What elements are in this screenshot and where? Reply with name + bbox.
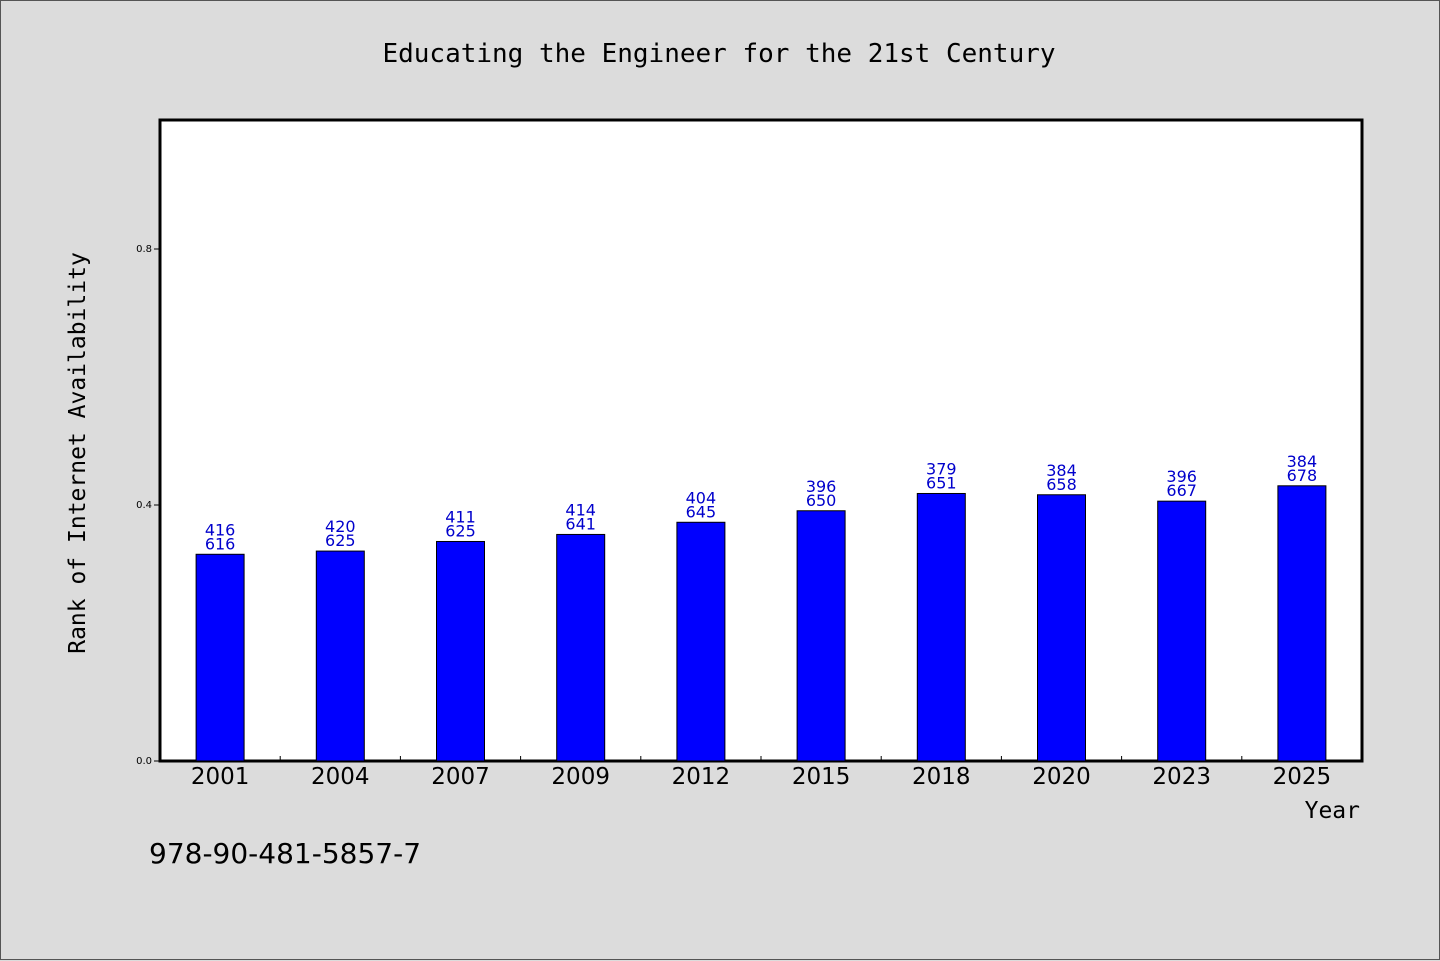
bars-group [195, 485, 1327, 762]
data-label-top: 396 [806, 477, 837, 496]
data-label-bottom: 658 [1046, 475, 1077, 494]
y-tick-label: 0.8 [136, 244, 152, 255]
data-labels-group: 4166164206254116254146414046453966503796… [205, 452, 1317, 553]
data-label-bottom: 651 [926, 473, 957, 492]
bar [195, 553, 245, 762]
x-tick-label: 2009 [551, 764, 610, 790]
y-axis-label: Rank of Internet Availability [65, 252, 91, 654]
data-label-bottom: 650 [806, 491, 837, 510]
bar [796, 510, 846, 762]
x-axis-label: Year [1305, 798, 1360, 824]
data-label-bottom: 625 [325, 531, 356, 550]
bar [315, 550, 365, 762]
y-tick-label: 0.0 [136, 756, 152, 767]
x-axis-ticks: 2001 2004 2007 2009 2012 2015 2018 2020 2023 2025 [191, 756, 1331, 790]
x-tick-label: 2020 [1032, 764, 1091, 790]
x-tick-label: 2004 [311, 764, 370, 790]
data-label-top: 379 [926, 459, 957, 478]
data-label-bottom: 625 [445, 521, 476, 540]
bar [436, 540, 485, 762]
x-tick-label: 2023 [1152, 764, 1211, 790]
bar [556, 533, 606, 762]
x-tick-label: 2001 [191, 764, 250, 790]
data-label-top: 396 [1166, 467, 1197, 486]
data-label-top: 384 [1046, 461, 1077, 480]
x-tick-label: 2007 [431, 764, 490, 790]
bar [916, 492, 966, 762]
data-label-bottom: 678 [1287, 466, 1318, 485]
data-label-bottom: 645 [686, 502, 717, 521]
x-tick-label: 2015 [792, 764, 851, 790]
bar [676, 521, 726, 762]
data-label-top: 384 [1287, 452, 1318, 471]
data-label-top: 416 [205, 520, 236, 539]
data-label-bottom: 667 [1166, 481, 1197, 500]
isbn-footer: 978-90-481-5857-7 [149, 837, 421, 870]
data-label-top: 420 [325, 517, 356, 536]
bar [1277, 485, 1327, 762]
data-label-top: 404 [686, 488, 717, 507]
data-label-bottom: 641 [565, 514, 596, 533]
y-axis-ticks: 0.0 0.4 0.8 [136, 244, 160, 767]
x-tick-label: 2025 [1273, 764, 1332, 790]
chart-title: Educating the Engineer for the 21st Cent… [382, 39, 1055, 69]
bar [1037, 494, 1086, 762]
data-label-top: 414 [565, 500, 596, 519]
data-label-bottom: 616 [205, 534, 236, 553]
data-label-top: 411 [445, 507, 476, 526]
x-tick-label: 2018 [912, 764, 971, 790]
y-tick-label: 0.4 [136, 500, 152, 511]
x-tick-label: 2012 [672, 764, 731, 790]
bar [1157, 500, 1207, 762]
